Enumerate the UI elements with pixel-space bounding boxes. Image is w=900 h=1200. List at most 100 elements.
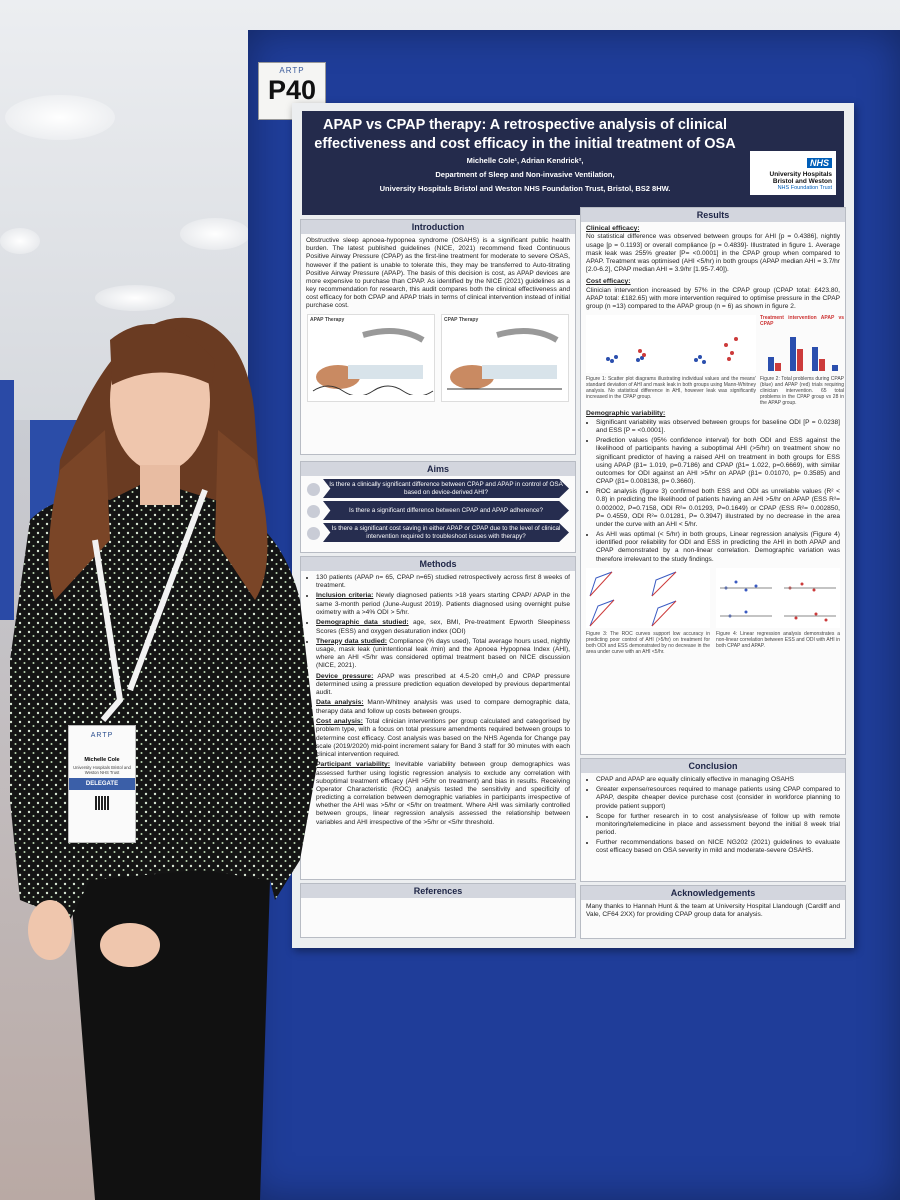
demographic-item: Prediction values (95% confidence interv… bbox=[596, 437, 840, 486]
conclusion-list: CPAP and APAP are equally clinically eff… bbox=[586, 776, 840, 856]
demographic-item: ROC analysis (figure 3) confirmed both E… bbox=[596, 488, 840, 529]
board-number: P40 bbox=[267, 75, 317, 105]
methods-text: age, sex, BMI, Pre-treatment Epworth Sle… bbox=[316, 619, 570, 635]
illustration-bar bbox=[832, 365, 838, 372]
aim-row: Is there a clinically significant differ… bbox=[301, 479, 575, 498]
figure-background bbox=[716, 567, 840, 628]
regression-illustration bbox=[716, 567, 840, 628]
figure-caption: Figure 2: Total problems during CPAP (bl… bbox=[760, 376, 844, 407]
ceiling-light bbox=[5, 95, 115, 140]
methods-label: Cost analysis: bbox=[316, 718, 363, 725]
scatter-dots bbox=[638, 337, 738, 362]
methods-item: Participant variability: Inevitable vari… bbox=[316, 761, 570, 827]
section-heading: Introduction bbox=[301, 220, 575, 234]
nhs-logo: NHS University Hospitals Bristol and Wes… bbox=[750, 151, 836, 195]
subheading: Cost efficacy: bbox=[586, 278, 631, 286]
nhs-line: Bristol and Weston bbox=[772, 178, 832, 186]
illustration bbox=[447, 327, 562, 390]
illustration-bar bbox=[790, 337, 796, 372]
scatter-dots bbox=[724, 580, 758, 618]
board-logo: ARTP bbox=[279, 66, 305, 75]
lanyard bbox=[92, 488, 208, 722]
scatter-dots bbox=[788, 582, 828, 622]
methods-label: Therapy data studied: bbox=[316, 637, 388, 645]
methods-body: 130 patients (APAP n= 65, CPAP n=65) stu… bbox=[301, 571, 575, 832]
references-section: References bbox=[300, 883, 576, 938]
methods-label: Inclusion criteria: bbox=[316, 592, 374, 600]
figure-title: Treatment intervention APAP vs CPAP bbox=[760, 315, 844, 328]
demographic-item: Significant variability was observed bet… bbox=[596, 419, 840, 435]
introduction-section: Introduction Obstructive sleep apnoea-hy… bbox=[300, 219, 576, 455]
name-badge: ARTP Michelle Cole University Hospitals … bbox=[68, 725, 136, 843]
authors: Michelle Cole¹, Adrian Kendrick², bbox=[466, 156, 584, 165]
badge-name: Michelle Cole bbox=[84, 757, 120, 763]
methods-text: Newly diagnosed patients >18 years start… bbox=[316, 592, 570, 616]
roc-illustration bbox=[586, 567, 710, 628]
hair-side bbox=[48, 430, 268, 600]
figure: Figure 1: Scatter plot diagrams illustra… bbox=[586, 315, 756, 406]
illustration bbox=[312, 327, 434, 397]
figure-caption: Figure 1: Scatter plot diagrams illustra… bbox=[586, 376, 756, 401]
aim-item: Is there a significant difference betwee… bbox=[323, 501, 569, 520]
illustration-line bbox=[720, 587, 836, 617]
trust: University Hospitals Bristol and Weston … bbox=[379, 184, 671, 193]
conclusion-item: Greater expense/resources required to ma… bbox=[596, 786, 840, 811]
section-heading: Aims bbox=[301, 462, 575, 476]
bar-illustration bbox=[768, 337, 838, 372]
nhs-line: University Hospitals bbox=[769, 171, 833, 178]
figure: CPAP Therapy bbox=[441, 313, 569, 402]
subheading: Clinical efficacy: bbox=[586, 225, 640, 232]
illustration-curve bbox=[589, 571, 677, 626]
methods-item: Data analysis: Mann-Whitney analysis was… bbox=[316, 699, 570, 716]
illustration-shape bbox=[482, 364, 557, 379]
methods-item: Cost analysis: Total clinician intervent… bbox=[316, 718, 570, 759]
figure-label: APAP Therapy bbox=[310, 316, 345, 323]
neck bbox=[140, 465, 180, 505]
demographic-item: As AHI was optimal (< 5/hr) in both grou… bbox=[596, 531, 840, 564]
figure-caption: Figure 4: Linear regression analysis dem… bbox=[716, 630, 840, 649]
figure: Figure 3: The ROC curves support low acc… bbox=[586, 567, 710, 655]
nhs-mark: NHS bbox=[806, 158, 832, 168]
paragraph: Clinician intervention increased by 57% … bbox=[586, 286, 840, 311]
nhs-line: NHS Foundation Trust bbox=[777, 185, 832, 192]
aim-item: Is there a clinically significant differ… bbox=[323, 479, 569, 498]
methods-label: Demographic data studied: bbox=[316, 619, 409, 627]
trousers bbox=[70, 860, 270, 1200]
methods-label: Participant variability: bbox=[316, 761, 391, 769]
methods-item: Therapy data studied: Compliance (% days… bbox=[316, 638, 570, 671]
methods-text: Inevitable variability between group dem… bbox=[316, 761, 570, 826]
section-heading: References bbox=[301, 884, 575, 898]
illustration-bar bbox=[812, 347, 818, 372]
ceiling-light bbox=[180, 218, 250, 250]
aims-list: Is there a clinically significant differ… bbox=[301, 479, 575, 542]
methods-item: 130 patients (APAP n= 65, CPAP n=65) stu… bbox=[316, 574, 570, 590]
introduction-text: Obstructive sleep apnoea-hypopnea syndro… bbox=[306, 237, 571, 310]
badge-role: DELEGATE bbox=[69, 778, 135, 790]
methods-label: Device pressure: bbox=[316, 672, 374, 680]
results-section: Results Clinical efficacy: No statistica… bbox=[580, 207, 846, 755]
methods-text: APAP was prescribed at 4.5-20 cmH₂0 and … bbox=[316, 672, 570, 697]
acknowledgements-section: Acknowledgements Many thanks to Hannah H… bbox=[580, 885, 846, 939]
scatter-illustration bbox=[586, 315, 756, 374]
methods-text: Total clinician interventions per group … bbox=[316, 718, 570, 758]
aim-item: Is there a significant cost saving in ei… bbox=[323, 523, 569, 542]
subheading: Demographic variability: bbox=[586, 410, 666, 418]
illustration-bar bbox=[768, 357, 774, 372]
title-band: APAP vs CPAP therapy: A retrospective an… bbox=[302, 111, 844, 215]
fringe bbox=[110, 324, 215, 385]
figure: APAP Therapy bbox=[307, 313, 435, 402]
department: Department of Sleep and Non-invasive Ven… bbox=[435, 170, 615, 179]
section-heading: Conclusion bbox=[581, 759, 845, 773]
illustration-shape bbox=[496, 327, 559, 343]
conclusion-item: CPAP and APAP are equally clinically eff… bbox=[596, 776, 840, 784]
side-board bbox=[0, 380, 14, 620]
ceiling-light bbox=[0, 228, 40, 254]
methods-section: Methods 130 patients (APAP n= 65, CPAP n… bbox=[300, 556, 576, 880]
illustration-shape bbox=[362, 327, 425, 343]
aim-row: Is there a significant difference betwee… bbox=[301, 501, 575, 520]
illustration-shape bbox=[348, 364, 423, 379]
methods-text: Compliance (% days used), Total average … bbox=[316, 637, 571, 670]
methods-text: Mann-Whitney analysis was used to compar… bbox=[316, 699, 570, 715]
methods-item: Demographic data studied: age, sex, BMI,… bbox=[316, 619, 570, 636]
aim-dot bbox=[307, 527, 320, 540]
